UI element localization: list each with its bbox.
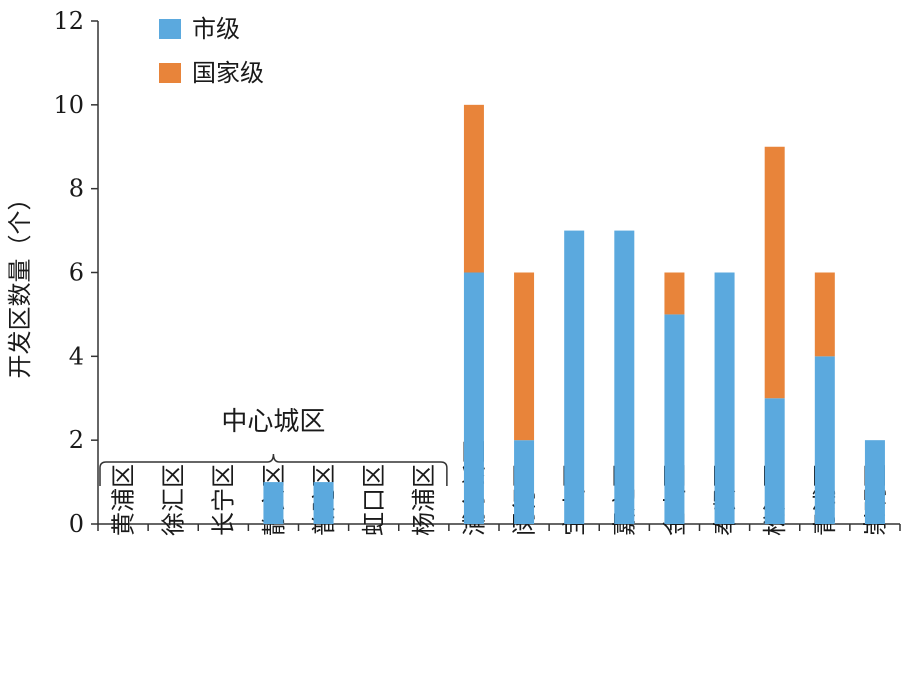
x-tick-label: 长宁区 <box>210 464 238 536</box>
bar-segment-national-level <box>814 272 835 357</box>
bar-segment-city-level <box>313 482 334 524</box>
bar-segment-national-level <box>463 104 484 273</box>
y-tick-label: 0 <box>69 510 84 538</box>
bar-segment-city-level <box>514 440 535 524</box>
bracket-label: 中心城区 <box>221 407 325 437</box>
y-tick-label: 4 <box>69 342 84 370</box>
chart-bars <box>263 104 885 525</box>
bar-segment-city-level <box>614 230 635 525</box>
legend-swatch <box>159 63 181 83</box>
legend-label: 国家级 <box>192 59 264 87</box>
y-tick-label: 8 <box>69 175 84 203</box>
x-tick-label: 杨浦区 <box>410 464 438 536</box>
y-tick-label: 6 <box>69 259 84 287</box>
x-tick-label: 黄浦区 <box>109 464 137 536</box>
bar-segment-city-level <box>814 356 835 524</box>
y-tick-label: 10 <box>53 91 84 119</box>
y-tick-label: 12 <box>53 7 84 35</box>
y-axis-label: 开发区数量（个） <box>6 187 34 379</box>
x-tick-label: 徐汇区 <box>160 464 188 536</box>
bar-segment-city-level <box>714 272 735 524</box>
bar-segment-national-level <box>664 272 685 315</box>
bracket-line <box>99 453 448 486</box>
bar-segment-city-level <box>263 482 284 524</box>
bar-segment-city-level <box>564 230 585 525</box>
bar-segment-city-level <box>664 314 685 524</box>
bar-segment-city-level <box>864 440 885 524</box>
bar-segment-city-level <box>764 398 785 524</box>
bar-segment-national-level <box>514 272 535 441</box>
bar-segment-national-level <box>764 146 785 399</box>
legend-label: 市级 <box>192 15 240 43</box>
legend-swatch <box>159 19 181 39</box>
chart-annotations: 中心城区 <box>99 407 448 486</box>
x-tick-label: 虹口区 <box>360 464 388 536</box>
bar-segment-city-level <box>463 272 484 524</box>
y-tick-label: 2 <box>69 426 84 454</box>
